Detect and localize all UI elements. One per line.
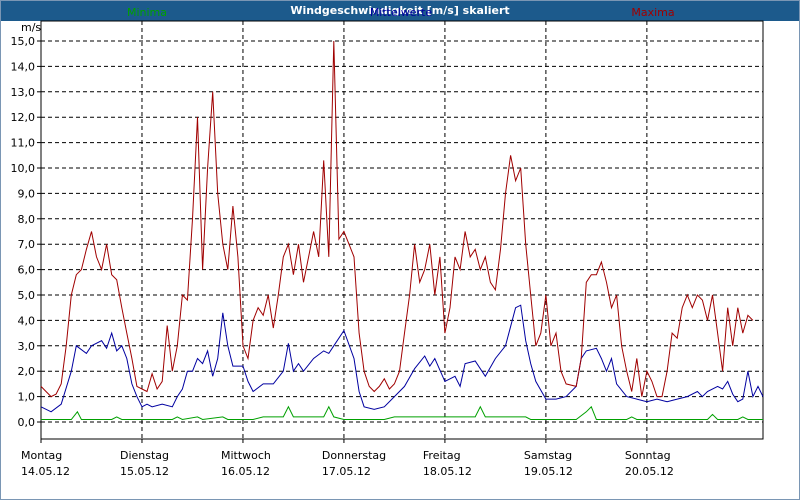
legend-mittelwerte: Mittelwerte <box>370 6 433 19</box>
chart-canvas: 0,0 1,0 2,0 3,0 4,0 5,0 6,0 7,0 8,0 9,0 10,0 11,0 12… <box>11 6 764 478</box>
day-date-label: 20.05.12 <box>625 465 674 478</box>
y-axis-unit: m/s <box>21 21 41 34</box>
y-tick-label: 11,0 <box>11 137 36 150</box>
day-date-label: 18.05.12 <box>423 465 472 478</box>
legend-minima: Minima <box>127 6 167 19</box>
y-tick-label: 1,0 <box>18 391 36 404</box>
series-line-maxima <box>40 40 754 398</box>
day-name-label: Dienstag <box>120 449 169 462</box>
day-date-label: 14.05.12 <box>21 465 70 478</box>
day-name-label: Freitag <box>423 449 461 462</box>
day-date-label: 19.05.12 <box>524 465 573 478</box>
day-date-label: 15.05.12 <box>120 465 169 478</box>
y-tick-label: 2,0 <box>18 365 36 378</box>
series-lines <box>40 40 764 421</box>
axis-labels: 0,0 1,0 2,0 3,0 4,0 5,0 6,0 7,0 8,0 9,0 10,0 11,0 12… <box>11 6 675 478</box>
y-tick-label: 0,0 <box>18 416 36 429</box>
legend-maxima: Maxima <box>631 6 674 19</box>
y-tick-label: 15,0 <box>11 35 36 48</box>
day-name-label: Mittwoch <box>221 449 271 462</box>
y-tick-label: 5,0 <box>18 289 36 302</box>
y-tick-label: 3,0 <box>18 340 36 353</box>
series-line-mittelwerte <box>40 304 764 413</box>
day-name-label: Samstag <box>524 449 572 462</box>
y-tick-label: 10,0 <box>11 162 36 175</box>
grid <box>37 21 763 443</box>
window-title: Windgeschwindigkeit [m/s] skaliert <box>1 1 799 21</box>
y-tick-label: 12,0 <box>11 111 36 124</box>
y-tick-label: 9,0 <box>18 187 36 200</box>
series-line-minima <box>41 405 763 421</box>
day-name-label: Donnerstag <box>322 449 386 462</box>
y-tick-label: 7,0 <box>18 238 36 251</box>
y-tick-label: 13,0 <box>11 86 36 99</box>
day-date-label: 16.05.12 <box>221 465 270 478</box>
y-tick-label: 8,0 <box>18 213 36 226</box>
y-tick-label: 14,0 <box>11 60 36 73</box>
day-name-label: Montag <box>21 449 62 462</box>
y-tick-label: 6,0 <box>18 264 36 277</box>
plot-area <box>40 20 764 440</box>
day-date-label: 17.05.12 <box>322 465 371 478</box>
y-tick-label: 4,0 <box>18 314 36 327</box>
day-name-label: Sonntag <box>625 449 671 462</box>
